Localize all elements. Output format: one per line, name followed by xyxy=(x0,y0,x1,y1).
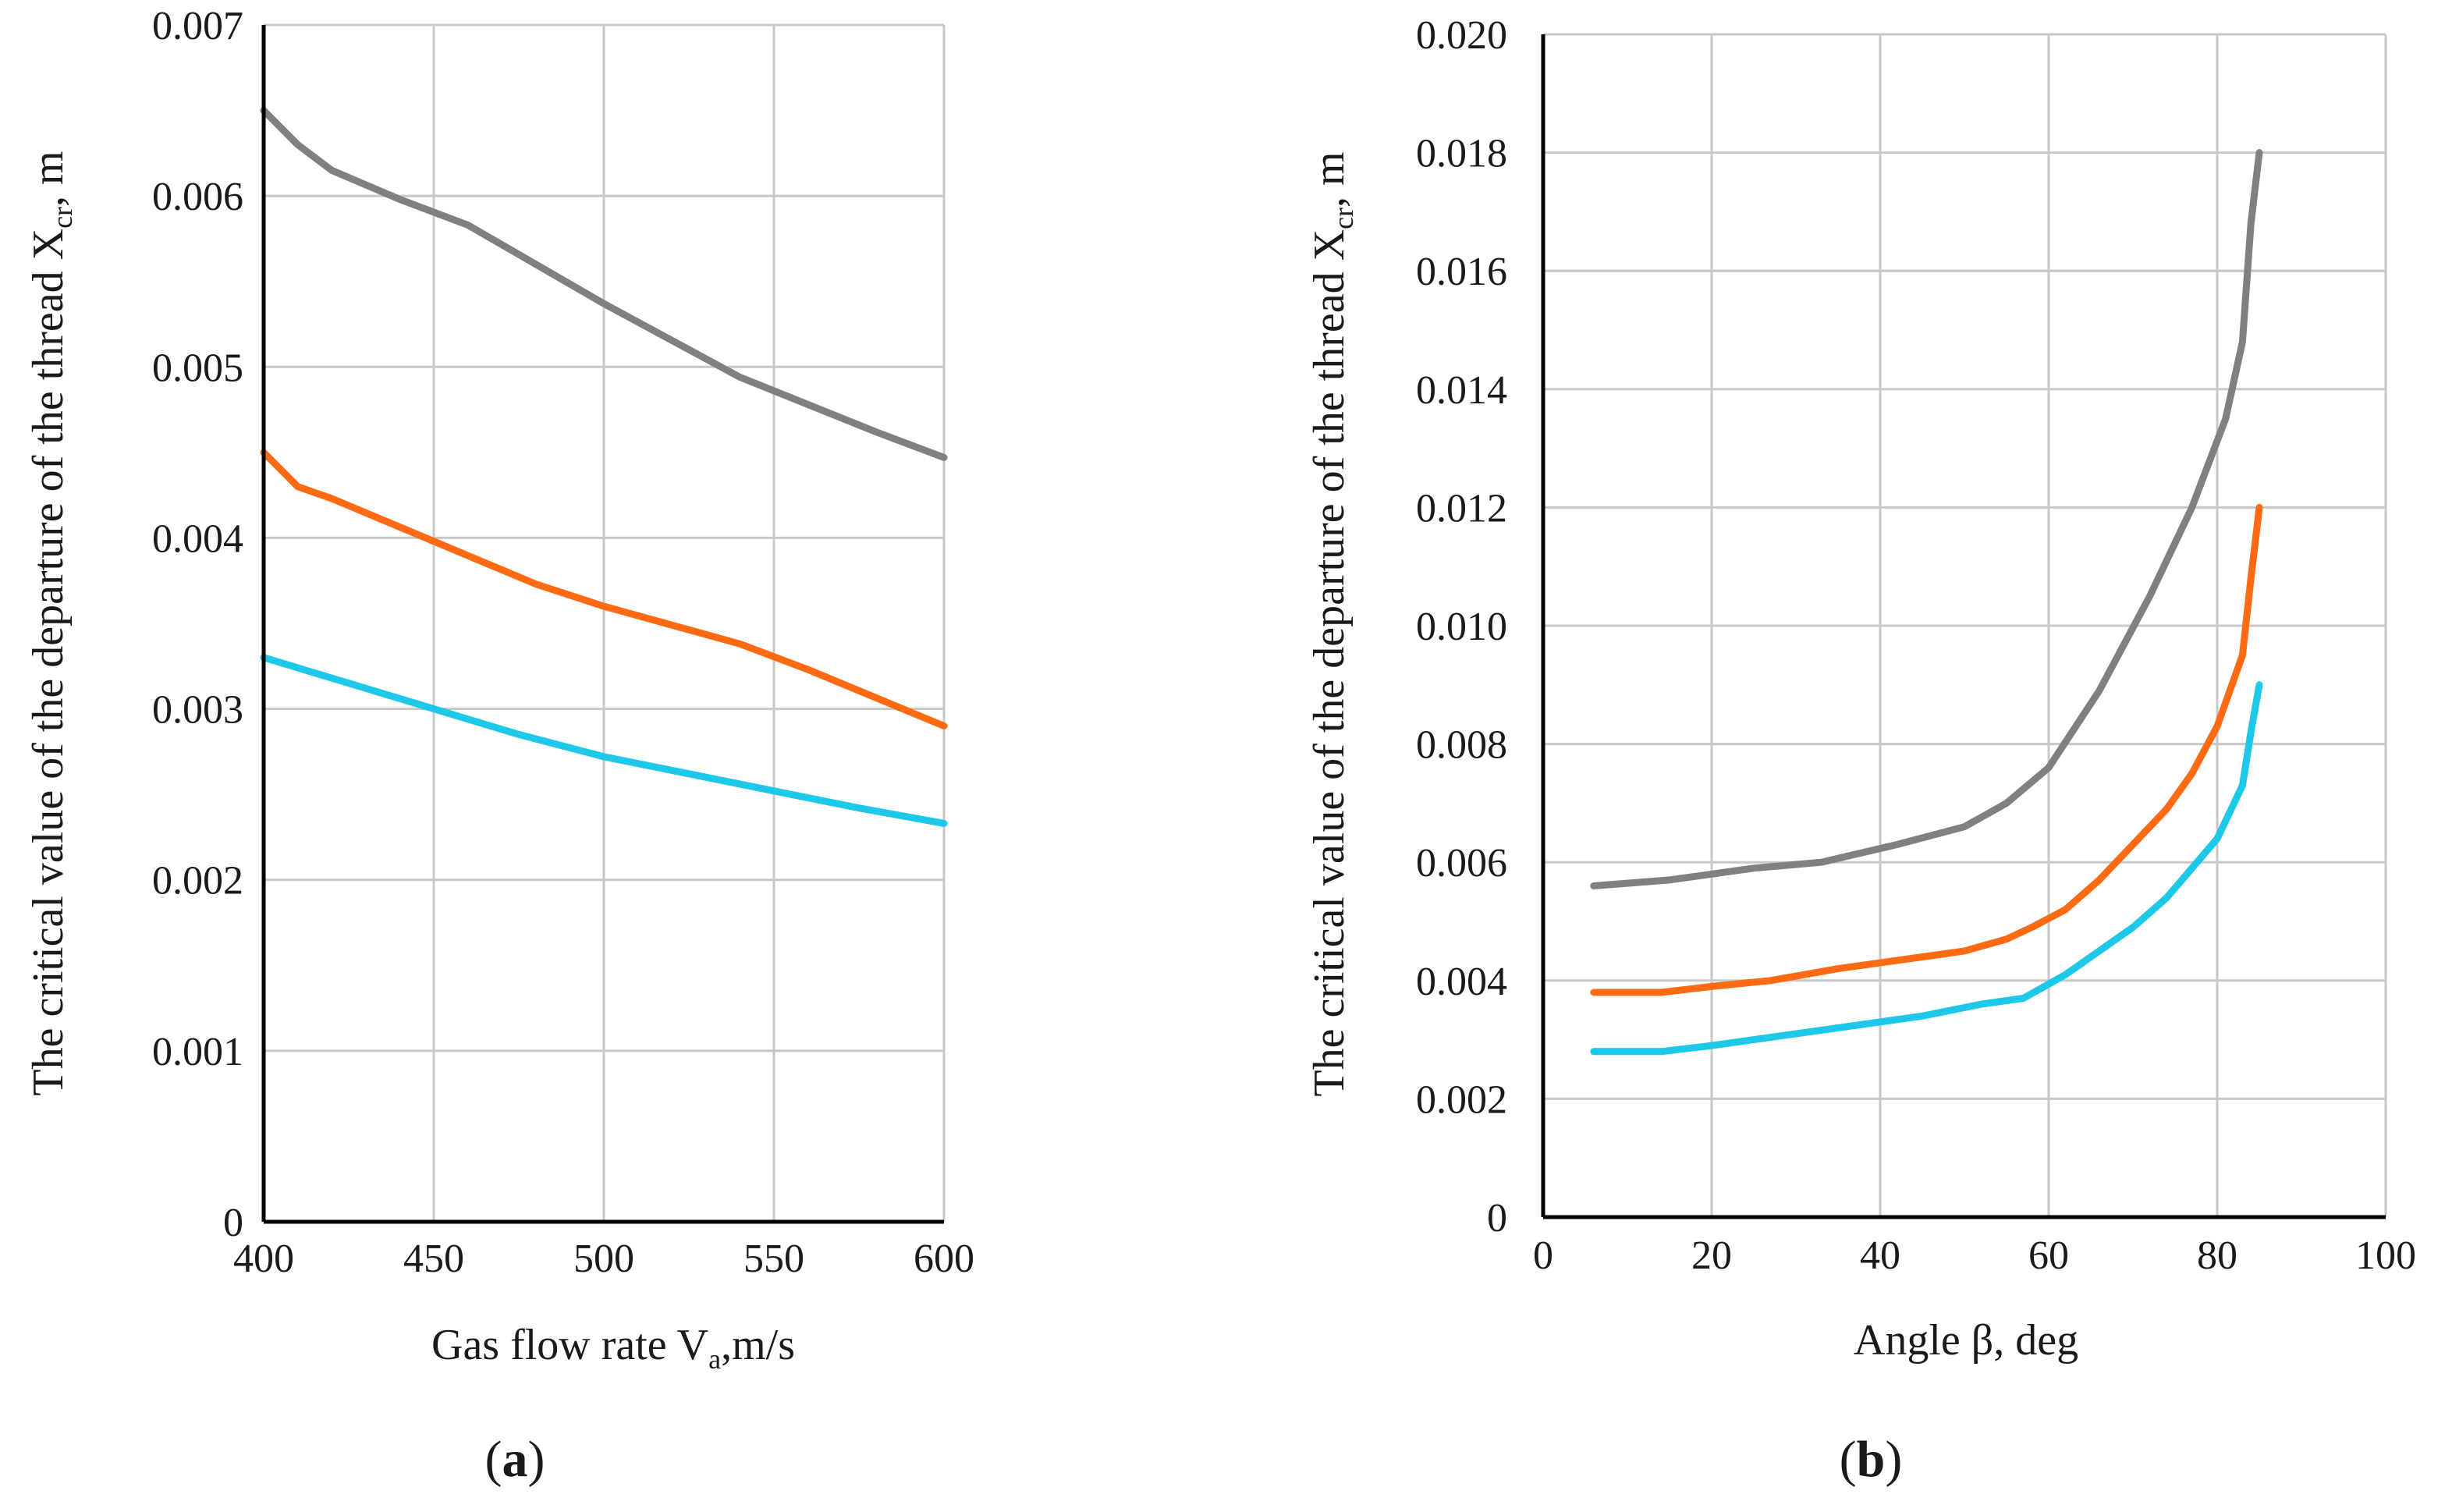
y-tick-label: 0.004 xyxy=(1416,960,1507,1004)
y-tick-labels-a: 0 0.001 0.002 0.003 0.004 0.005 0.006 0.007 xyxy=(152,4,243,1245)
panel-label-b: (b) xyxy=(1840,1431,1903,1488)
y-tick-label: 0.012 xyxy=(1416,486,1507,531)
axes-b xyxy=(1541,34,2386,1219)
series-line-3 xyxy=(260,654,948,827)
y-tick-label: 0.020 xyxy=(1416,13,1507,58)
x-tick-label: 60 xyxy=(2028,1233,2069,1278)
series-group-b xyxy=(1590,149,2263,1056)
x-tick-label: 500 xyxy=(573,1237,634,1281)
y-tick-label: 0.008 xyxy=(1416,723,1507,768)
y-tick-label: 0.005 xyxy=(152,346,243,390)
x-axis-label-a: Gas flow rate Va,m/s xyxy=(431,1321,795,1375)
series-line-2 xyxy=(1590,503,2263,996)
x-tick-label: 40 xyxy=(1860,1233,1900,1278)
y-tick-label: 0.002 xyxy=(1416,1077,1507,1122)
series-line-3 xyxy=(1590,681,2263,1056)
x-axis-label-b: Angle β, deg xyxy=(1854,1316,2078,1365)
x-tick-label: 600 xyxy=(914,1237,974,1281)
x-tick-label: 100 xyxy=(2355,1233,2416,1278)
y-tick-label: 0.018 xyxy=(1416,132,1507,176)
y-axis-label-a: The critical value of the departure of t… xyxy=(24,151,78,1095)
series-line-1 xyxy=(260,107,948,461)
y-tick-label: 0.006 xyxy=(152,175,243,219)
x-tick-label: 550 xyxy=(743,1237,804,1281)
axes-a xyxy=(261,25,944,1224)
chart-panel-a: 0 0.001 0.002 0.003 0.004 0.005 0.006 0.007 400… xyxy=(24,4,974,1488)
x-tick-label: 0 xyxy=(1533,1233,1553,1278)
y-tick-label: 0.002 xyxy=(152,859,243,903)
y-tick-label: 0.007 xyxy=(152,4,243,48)
x-tick-label: 80 xyxy=(2197,1233,2237,1278)
y-tick-label: 0.001 xyxy=(152,1030,243,1074)
x-tick-labels-a: 400 450 500 550 600 xyxy=(233,1237,974,1281)
y-tick-label: 0.004 xyxy=(152,516,243,561)
y-tick-label: 0 xyxy=(1487,1196,1507,1240)
y-tick-labels-b: 0 0.002 0.004 0.006 0.008 0.010 0.012 0.014 0.01… xyxy=(1416,13,1507,1240)
y-tick-label: 0.014 xyxy=(1416,368,1507,413)
y-axis-label-b: The critical value of the departure of t… xyxy=(1305,151,1359,1096)
series-group-a xyxy=(260,107,948,827)
y-tick-label: 0.006 xyxy=(1416,841,1507,886)
x-tick-labels-b: 0 20 40 60 80 100 xyxy=(1533,1233,2416,1278)
x-tick-label: 450 xyxy=(403,1237,464,1281)
series-line-1 xyxy=(1590,149,2263,889)
y-tick-label: 0.010 xyxy=(1416,605,1507,649)
grid-a xyxy=(262,23,946,1223)
chart-panel-b: 0 0.002 0.004 0.006 0.008 0.010 0.012 0.014 0.01… xyxy=(1305,13,2416,1488)
x-tick-label: 400 xyxy=(233,1237,294,1281)
y-tick-label: 0.016 xyxy=(1416,250,1507,294)
y-tick-label: 0 xyxy=(223,1201,243,1245)
x-tick-label: 20 xyxy=(1691,1233,1732,1278)
panel-label-a: (a) xyxy=(485,1431,545,1488)
series-line-2 xyxy=(260,449,948,729)
y-tick-label: 0.003 xyxy=(152,688,243,733)
